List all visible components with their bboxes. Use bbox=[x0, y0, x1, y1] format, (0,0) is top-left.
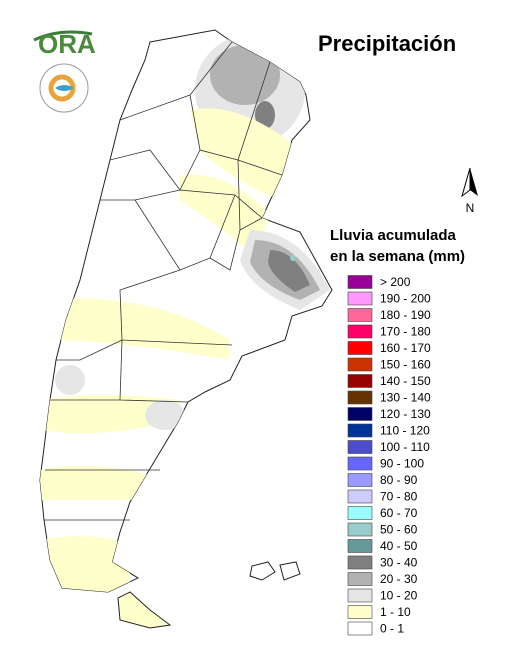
map bbox=[39, 29, 333, 629]
legend-swatch bbox=[347, 341, 373, 355]
legend-swatch bbox=[347, 275, 373, 289]
legend-swatch bbox=[347, 390, 373, 405]
legend-label: > 200 bbox=[380, 275, 411, 289]
legend-swatch bbox=[347, 324, 373, 339]
legend-title: en la semana (mm) bbox=[330, 248, 465, 265]
legend: Lluvia acumulada en la semana (mm) > 200 19… bbox=[330, 227, 465, 636]
legend-label: 160 - 170 bbox=[380, 341, 431, 355]
legend-swatch bbox=[347, 440, 373, 454]
legend-label: 40 - 50 bbox=[380, 539, 418, 553]
legend-swatch bbox=[347, 456, 373, 471]
legend-swatch bbox=[347, 621, 373, 636]
legend-swatch bbox=[347, 407, 373, 421]
legend-label: 150 - 160 bbox=[380, 358, 431, 372]
islas-malvinas bbox=[249, 561, 301, 581]
legend-title: Lluvia acumulada bbox=[330, 227, 457, 244]
legend-label: 20 - 30 bbox=[380, 572, 418, 586]
map-title: Precipitación bbox=[318, 31, 456, 56]
legend-label: 140 - 150 bbox=[380, 374, 431, 388]
legend-label: 10 - 20 bbox=[380, 589, 418, 603]
legend-swatch bbox=[347, 473, 373, 487]
province-borders bbox=[44, 41, 283, 521]
legend-label: 50 - 60 bbox=[380, 523, 418, 537]
legend-swatch bbox=[347, 308, 373, 322]
north-arrow-left bbox=[461, 167, 471, 198]
legend-swatch bbox=[347, 539, 373, 553]
tierra-del-fuego bbox=[117, 591, 172, 629]
rain-fields bbox=[40, 35, 330, 592]
legend-swatch bbox=[347, 291, 373, 306]
legend-swatch bbox=[347, 357, 373, 372]
legend-swatch bbox=[347, 588, 373, 603]
legend-label: 130 - 140 bbox=[380, 391, 431, 405]
legend-label: 170 - 180 bbox=[380, 325, 431, 339]
logo-text: ORA bbox=[38, 29, 96, 59]
north-label: N bbox=[466, 201, 475, 215]
north-arrow: N bbox=[461, 167, 478, 215]
legend-label: 190 - 200 bbox=[380, 292, 431, 306]
logo-swoosh bbox=[33, 30, 93, 42]
legend-label: 180 - 190 bbox=[380, 308, 431, 322]
legend-swatch bbox=[347, 374, 373, 388]
legend-swatch bbox=[347, 489, 373, 504]
legend-label: 1 - 10 bbox=[380, 605, 411, 619]
legend-label: 60 - 70 bbox=[380, 506, 418, 520]
legend-swatch bbox=[347, 506, 373, 520]
legend-label: 0 - 1 bbox=[380, 622, 404, 636]
north-arrow-right bbox=[470, 168, 478, 196]
logo-emblem-wave bbox=[55, 85, 74, 91]
legend-swatch bbox=[347, 605, 373, 619]
legend-label: 70 - 80 bbox=[380, 490, 418, 504]
logo: ORA bbox=[33, 29, 96, 113]
legend-label: 80 - 90 bbox=[380, 473, 418, 487]
legend-label: 30 - 40 bbox=[380, 556, 418, 570]
legend-label: 110 - 120 bbox=[380, 424, 430, 438]
legend-label: 90 - 100 bbox=[380, 457, 424, 471]
legend-swatch bbox=[347, 555, 373, 570]
legend-swatch bbox=[347, 522, 373, 537]
legend-label: 100 - 110 bbox=[380, 440, 430, 454]
legend-label: 120 - 130 bbox=[380, 407, 431, 421]
legend-swatch bbox=[347, 423, 373, 438]
legend-swatch bbox=[347, 572, 373, 586]
